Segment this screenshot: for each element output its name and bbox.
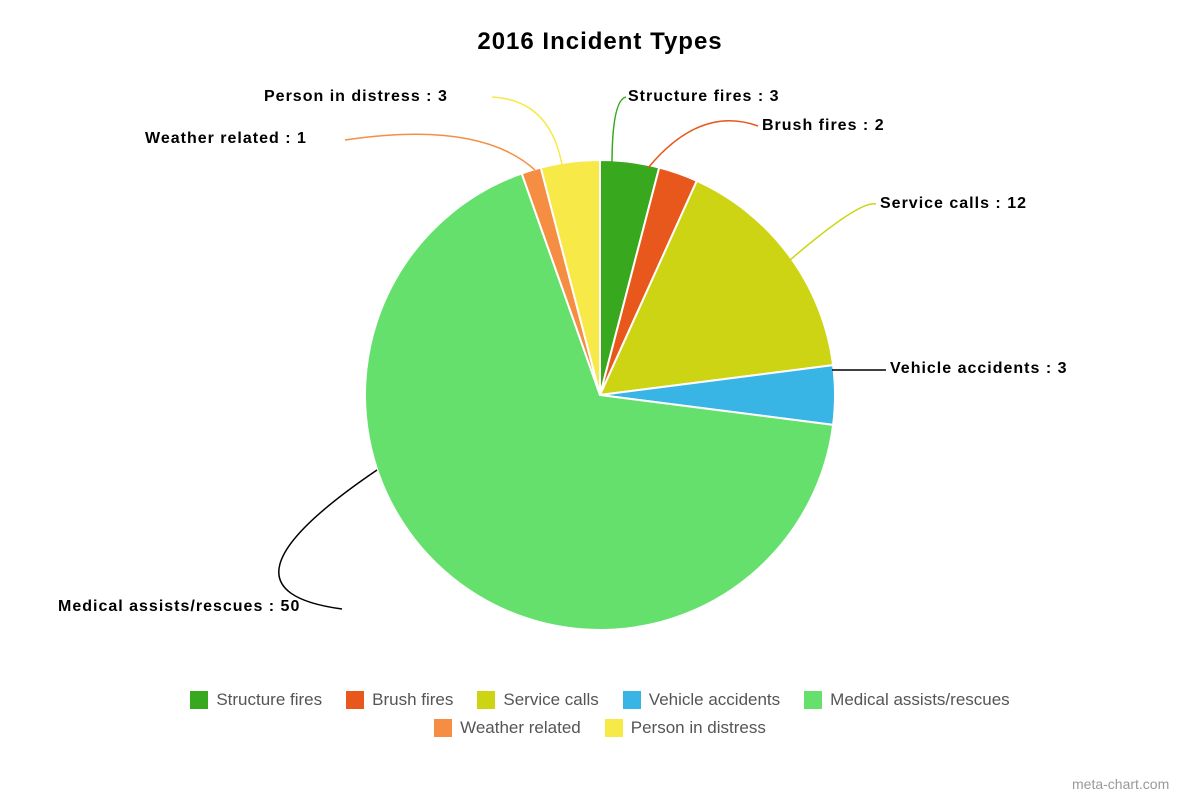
slice-label: Medical assists/rescues : 50 [58, 598, 300, 616]
legend-item: Service calls [477, 690, 598, 710]
legend-swatch [804, 691, 822, 709]
slice-label: Structure fires : 3 [628, 88, 779, 106]
legend-item: Weather related [434, 718, 581, 738]
legend-item: Medical assists/rescues [804, 690, 1010, 710]
leader-line [612, 97, 626, 165]
leader-line [345, 134, 535, 170]
legend-swatch [434, 719, 452, 737]
legend-label: Vehicle accidents [649, 690, 780, 710]
legend-label: Medical assists/rescues [830, 690, 1010, 710]
legend-swatch [623, 691, 641, 709]
legend-swatch [346, 691, 364, 709]
slice-label: Person in distress : 3 [264, 88, 448, 106]
legend-label: Service calls [503, 690, 598, 710]
legend-label: Structure fires [216, 690, 322, 710]
legend: Structure fires Brush fires Service calls V… [150, 690, 1050, 738]
legend-swatch [190, 691, 208, 709]
leader-line [648, 121, 758, 168]
legend-item: Person in distress [605, 718, 766, 738]
legend-item: Vehicle accidents [623, 690, 780, 710]
slice-label: Brush fires : 2 [762, 117, 885, 135]
legend-label: Weather related [460, 718, 581, 738]
slice-label: Service calls : 12 [880, 195, 1027, 213]
leader-line [492, 97, 562, 165]
legend-swatch [605, 719, 623, 737]
attribution-text: meta-chart.com [1072, 776, 1169, 792]
leader-lines [0, 0, 1200, 800]
legend-item: Structure fires [190, 690, 322, 710]
slice-label: Weather related : 1 [145, 130, 307, 148]
legend-item: Brush fires [346, 690, 453, 710]
legend-label: Person in distress [631, 718, 766, 738]
legend-label: Brush fires [372, 690, 453, 710]
leader-line [790, 204, 876, 260]
legend-swatch [477, 691, 495, 709]
leader-line [279, 470, 377, 609]
slice-label: Vehicle accidents : 3 [890, 360, 1068, 378]
